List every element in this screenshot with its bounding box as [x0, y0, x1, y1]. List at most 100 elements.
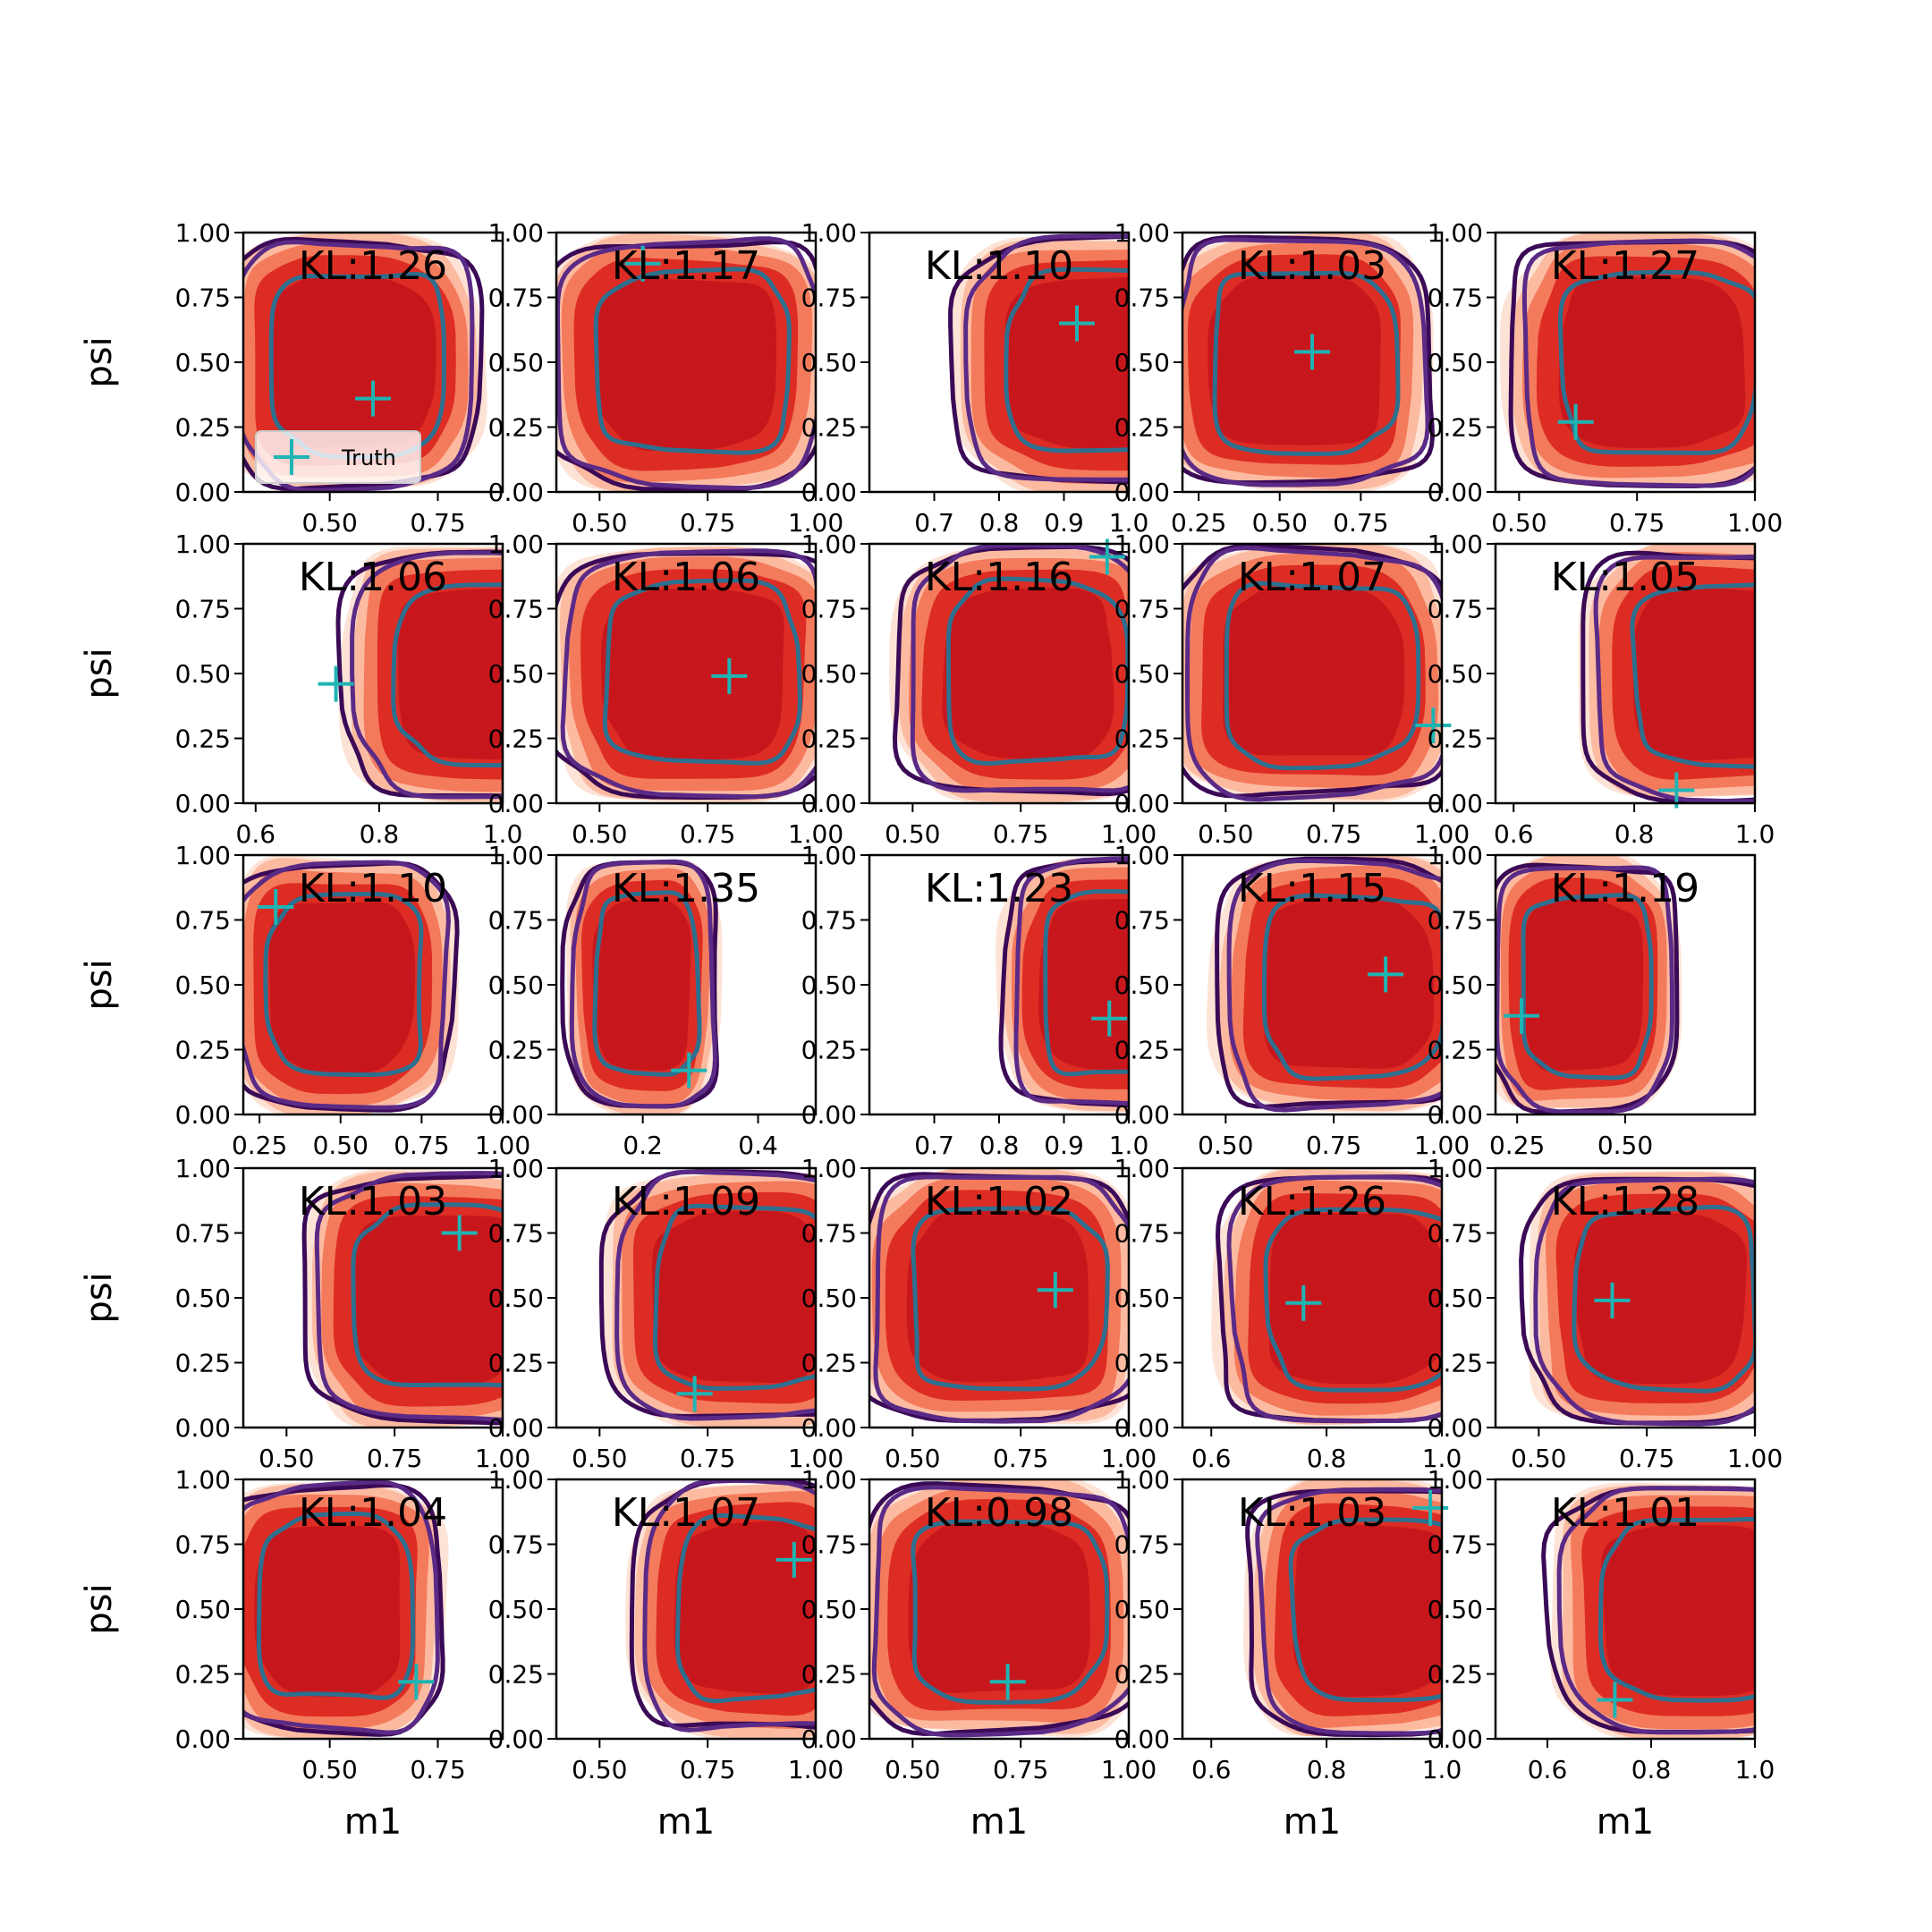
kl-annotation: KL:1.03: [1238, 243, 1386, 289]
y-tick-label: 0.00: [801, 478, 857, 507]
kl-annotation: KL:0.98: [925, 1490, 1073, 1536]
y-tick-label: 0.50: [1114, 348, 1170, 377]
contour-middle: [1226, 858, 1442, 1113]
subplot-3-density: [948, 233, 1129, 492]
contour-outer: [893, 544, 1129, 797]
x-tick-label: 1.00: [1414, 1131, 1470, 1160]
y-tick-label: 0.50: [175, 659, 231, 689]
x-tick-label: 0.50: [301, 1755, 357, 1784]
density-level-5: [271, 275, 436, 448]
y-tick-label: 0.25: [801, 413, 857, 443]
contour-middle: [556, 236, 816, 490]
x-axis-label: m1: [344, 1801, 402, 1843]
contour-inner: [592, 890, 702, 1077]
x-tick-label: 0.75: [410, 508, 465, 538]
y-tick-label: 0.00: [488, 478, 544, 507]
subplot-9-density: [1182, 544, 1442, 802]
y-tick-label: 0.50: [801, 1595, 857, 1624]
y-tick-label: 0.50: [488, 348, 544, 377]
density-level-5: [1208, 274, 1381, 445]
y-tick-label: 0.00: [1428, 478, 1483, 507]
contour-inner: [1212, 270, 1401, 456]
kl-annotation: KL:1.27: [1551, 243, 1699, 289]
x-tick-label: 1.00: [788, 1444, 843, 1473]
contour-outer: [948, 233, 1129, 485]
subplot-10: 0.00 0.25 0.50 0.75 1.00 0.6 0.8 1.0 KL:1.05: [1428, 530, 1775, 849]
y-tick-label: 1.00: [801, 218, 857, 248]
y-tick-label: 0.25: [1114, 724, 1170, 754]
x-tick-label: 0.75: [680, 1755, 735, 1784]
y-axis-label: psi: [79, 648, 120, 699]
x-tick-label: 0.25: [1171, 508, 1226, 538]
y-tick-label: 0.50: [1428, 659, 1483, 689]
y-tick-label: 0.00: [801, 1100, 857, 1130]
x-tick-label: 1.0: [1109, 1131, 1149, 1160]
truth-marker: [676, 1376, 713, 1412]
y-tick-label: 0.00: [801, 1413, 857, 1443]
x-tick-label: 0.50: [258, 1444, 314, 1473]
x-tick-label: 1.00: [1101, 819, 1157, 849]
kl-annotation: KL:1.19: [1551, 866, 1699, 911]
density-level-5: [1632, 586, 1755, 761]
contour-middle: [1556, 1486, 1755, 1735]
subplot-5-density: [1499, 233, 1755, 488]
kl-annotation: KL:1.04: [299, 1490, 447, 1536]
x-tick-label: 0.50: [1252, 508, 1308, 538]
y-tick-label: 1.00: [1114, 530, 1170, 559]
contour-middle: [314, 1171, 503, 1422]
y-tick-label: 0.75: [1428, 595, 1483, 624]
y-axis-label: psi: [79, 336, 120, 387]
x-tick-label: 0.75: [1306, 819, 1361, 849]
contour-middle: [560, 548, 816, 800]
subplot-9: 0.00 0.25 0.50 0.75 1.00 0.50 0.75 1.00 KL:1.07: [1114, 530, 1470, 849]
subplot-7: 0.00 0.25 0.50 0.75 1.00 0.50 0.75 1.00 KL:1.06: [488, 530, 844, 849]
density-level-5: [674, 1521, 816, 1696]
kl-annotation: KL:1.06: [299, 555, 447, 600]
y-tick-label: 1.00: [1114, 1154, 1170, 1183]
x-tick-label: 0.8: [979, 1131, 1020, 1160]
contour-middle: [871, 1485, 1129, 1738]
contour-inner: [1557, 269, 1755, 455]
y-tick-label: 1.00: [175, 218, 231, 248]
x-tick-label: 1.0: [1735, 819, 1775, 849]
y-axis-label: psi: [79, 1272, 120, 1323]
x-axis-label: m1: [657, 1801, 715, 1843]
subplot-24: 0.00 0.25 0.50 0.75 1.00 0.6 0.8 1.0 KL:1.03 m1: [1114, 1465, 1462, 1843]
x-tick-label: 0.75: [367, 1444, 422, 1473]
contour-outer: [1216, 1174, 1442, 1423]
x-tick-label: 0.50: [313, 1131, 369, 1160]
x-tick-label: 0.8: [1307, 1444, 1347, 1473]
subplot-2-density: [556, 233, 816, 492]
y-tick-label: 0.50: [801, 348, 857, 377]
y-tick-label: 0.75: [1428, 284, 1483, 313]
truth-marker: [1504, 997, 1539, 1034]
subplot-6-density: [335, 546, 503, 803]
y-tick-label: 0.00: [801, 1724, 857, 1754]
x-tick-label: 0.50: [572, 819, 627, 849]
legend-box: [255, 430, 421, 484]
contour-inner: [1630, 582, 1755, 769]
truth-marker: [775, 1541, 812, 1578]
x-tick-label: 0.75: [1306, 1131, 1361, 1160]
y-tick-label: 1.00: [488, 530, 544, 559]
density-level-5: [1263, 896, 1435, 1069]
density-level-5: [1521, 898, 1643, 1072]
kl-annotation: KL:1.17: [612, 243, 760, 289]
x-tick-label: 0.50: [572, 1444, 627, 1473]
y-tick-label: 0.25: [1114, 413, 1170, 443]
x-tick-label: 1.00: [1727, 508, 1783, 538]
kl-annotation: KL:1.26: [299, 243, 447, 289]
y-tick-label: 0.00: [488, 1724, 544, 1754]
y-axis-label: psi: [79, 959, 120, 1010]
subplot-15-density: [1496, 855, 1682, 1114]
x-tick-label: 0.9: [1044, 508, 1084, 538]
contour-middle: [243, 1479, 440, 1735]
x-tick-label: 0.75: [993, 1444, 1048, 1473]
x-tick-label: 0.6: [236, 819, 276, 849]
y-tick-label: 0.25: [801, 1036, 857, 1065]
x-tick-label: 0.50: [572, 508, 627, 538]
x-tick-label: 0.50: [1198, 819, 1253, 849]
y-tick-label: 0.75: [801, 906, 857, 936]
density-level-5: [352, 1216, 503, 1386]
y-tick-label: 1.00: [1428, 218, 1483, 248]
